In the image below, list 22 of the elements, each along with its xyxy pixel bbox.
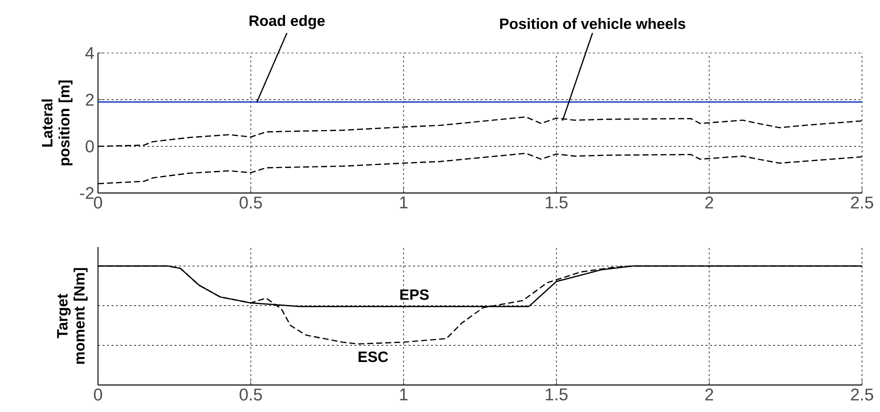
x-tick-label: 2.5: [851, 196, 874, 209]
x-tick-label: 2: [705, 196, 714, 208]
y-tick-label: 2: [86, 94, 94, 106]
y-tick-label: 4: [85, 47, 94, 59]
x-tick-label: 1: [400, 196, 408, 208]
annotation: Position of vehicle wheels: [500, 18, 686, 30]
x-tick-label: 1: [400, 388, 408, 400]
x-tick-label: 2.5: [851, 388, 874, 401]
x-tick-label: 2: [705, 388, 714, 400]
y-axis-title: Lateral position [m]: [42, 80, 72, 166]
x-tick-label: 0.5: [240, 196, 262, 209]
annotation: Road edge: [250, 15, 325, 30]
series-label: EPS: [400, 289, 429, 300]
x-tick-label: 0.5: [240, 388, 262, 401]
x-tick-label: 0: [94, 388, 102, 401]
y-axis-title: Target moment [Nm]: [57, 268, 88, 364]
x-tick-label: 0: [94, 196, 102, 209]
x-tick-label: 1.5: [546, 196, 568, 208]
x-tick-label: 1.5: [546, 388, 568, 400]
y-tick-label: 0: [86, 140, 94, 152]
series-label: ESC: [358, 351, 388, 362]
y-tick-label: -2: [80, 187, 94, 199]
